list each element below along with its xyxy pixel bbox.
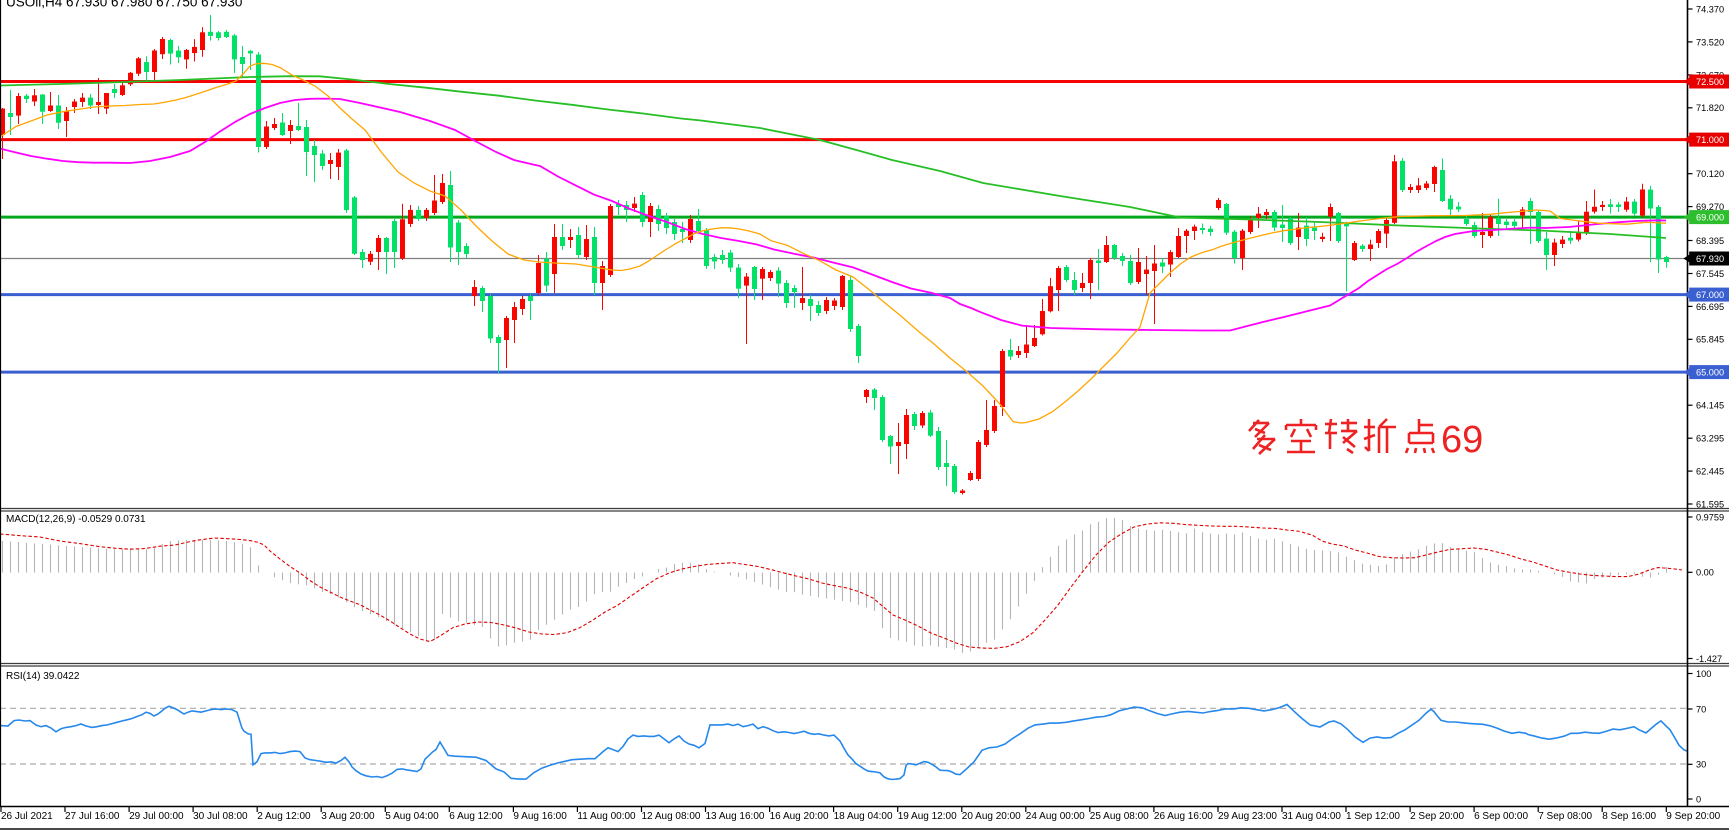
svg-text:13 Aug 16:00: 13 Aug 16:00 [706, 811, 765, 822]
svg-text:65.845: 65.845 [1696, 335, 1724, 345]
svg-text:-1.427: -1.427 [1696, 654, 1722, 664]
svg-text:30: 30 [1696, 760, 1706, 770]
svg-text:11 Aug 00:00: 11 Aug 00:00 [577, 811, 636, 822]
svg-text:26 Aug 16:00: 26 Aug 16:00 [1154, 811, 1213, 822]
svg-text:24 Aug 00:00: 24 Aug 00:00 [1026, 811, 1085, 822]
svg-text:5 Aug 04:00: 5 Aug 04:00 [385, 811, 439, 822]
svg-text:9 Sep 20:00: 9 Sep 20:00 [1666, 811, 1720, 822]
svg-text:12 Aug 08:00: 12 Aug 08:00 [642, 811, 701, 822]
svg-text:3 Aug 20:00: 3 Aug 20:00 [321, 811, 375, 822]
svg-text:67.545: 67.545 [1696, 269, 1724, 279]
svg-text:USOil,H4 67.930 67.980 67.750: USOil,H4 67.930 67.980 67.750 67.930 [6, 0, 242, 10]
svg-text:0.9759: 0.9759 [1696, 512, 1724, 522]
svg-text:7 Sep 08:00: 7 Sep 08:00 [1538, 811, 1592, 822]
svg-text:63.295: 63.295 [1696, 434, 1724, 444]
svg-text:70: 70 [1696, 704, 1706, 714]
svg-text:64.145: 64.145 [1696, 401, 1724, 411]
svg-text:30 Jul 08:00: 30 Jul 08:00 [193, 811, 248, 822]
svg-text:65.000: 65.000 [1696, 368, 1724, 378]
svg-text:67.000: 67.000 [1696, 290, 1724, 300]
svg-text:6 Sep 00:00: 6 Sep 00:00 [1474, 811, 1528, 822]
svg-text:71.000: 71.000 [1696, 135, 1724, 145]
svg-text:6 Aug 12:00: 6 Aug 12:00 [449, 811, 503, 822]
svg-text:18 Aug 04:00: 18 Aug 04:00 [834, 811, 893, 822]
svg-text:8 Sep 16:00: 8 Sep 16:00 [1602, 811, 1656, 822]
svg-text:16 Aug 20:00: 16 Aug 20:00 [770, 811, 829, 822]
svg-text:MACD(12,26,9) -0.0529 0.0731: MACD(12,26,9) -0.0529 0.0731 [6, 514, 146, 525]
svg-text:61.595: 61.595 [1696, 499, 1724, 509]
svg-text:31 Aug 04:00: 31 Aug 04:00 [1282, 811, 1341, 822]
svg-text:0: 0 [1696, 794, 1701, 804]
svg-text:73.520: 73.520 [1696, 37, 1724, 47]
svg-text:100: 100 [1696, 669, 1711, 679]
svg-text:74.370: 74.370 [1696, 4, 1724, 14]
svg-text:66.695: 66.695 [1696, 302, 1724, 312]
svg-text:69.000: 69.000 [1696, 213, 1724, 223]
svg-text:62.445: 62.445 [1696, 467, 1724, 477]
svg-text:71.820: 71.820 [1696, 103, 1724, 113]
svg-text:25 Aug 08:00: 25 Aug 08:00 [1090, 811, 1149, 822]
svg-text:9 Aug 16:00: 9 Aug 16:00 [513, 811, 567, 822]
svg-text:70.120: 70.120 [1696, 169, 1724, 179]
svg-text:20 Aug 20:00: 20 Aug 20:00 [962, 811, 1021, 822]
svg-text:0.00: 0.00 [1696, 568, 1714, 578]
svg-text:69: 69 [1441, 419, 1483, 461]
svg-text:26 Jul 2021: 26 Jul 2021 [1, 811, 53, 822]
svg-text:RSI(14) 39.0422: RSI(14) 39.0422 [6, 671, 80, 682]
svg-text:72.500: 72.500 [1696, 77, 1724, 87]
svg-text:67.930: 67.930 [1696, 254, 1724, 264]
svg-text:1 Sep 12:00: 1 Sep 12:00 [1346, 811, 1400, 822]
svg-text:27 Jul 16:00: 27 Jul 16:00 [65, 811, 120, 822]
svg-text:68.395: 68.395 [1696, 236, 1724, 246]
svg-text:29 Aug 23:00: 29 Aug 23:00 [1218, 811, 1277, 822]
svg-text:2 Aug 12:00: 2 Aug 12:00 [257, 811, 311, 822]
svg-text:69.270: 69.270 [1696, 202, 1724, 212]
svg-text:2 Sep 20:00: 2 Sep 20:00 [1410, 811, 1464, 822]
svg-text:19 Aug 12:00: 19 Aug 12:00 [898, 811, 957, 822]
svg-text:29 Jul 00:00: 29 Jul 00:00 [129, 811, 184, 822]
